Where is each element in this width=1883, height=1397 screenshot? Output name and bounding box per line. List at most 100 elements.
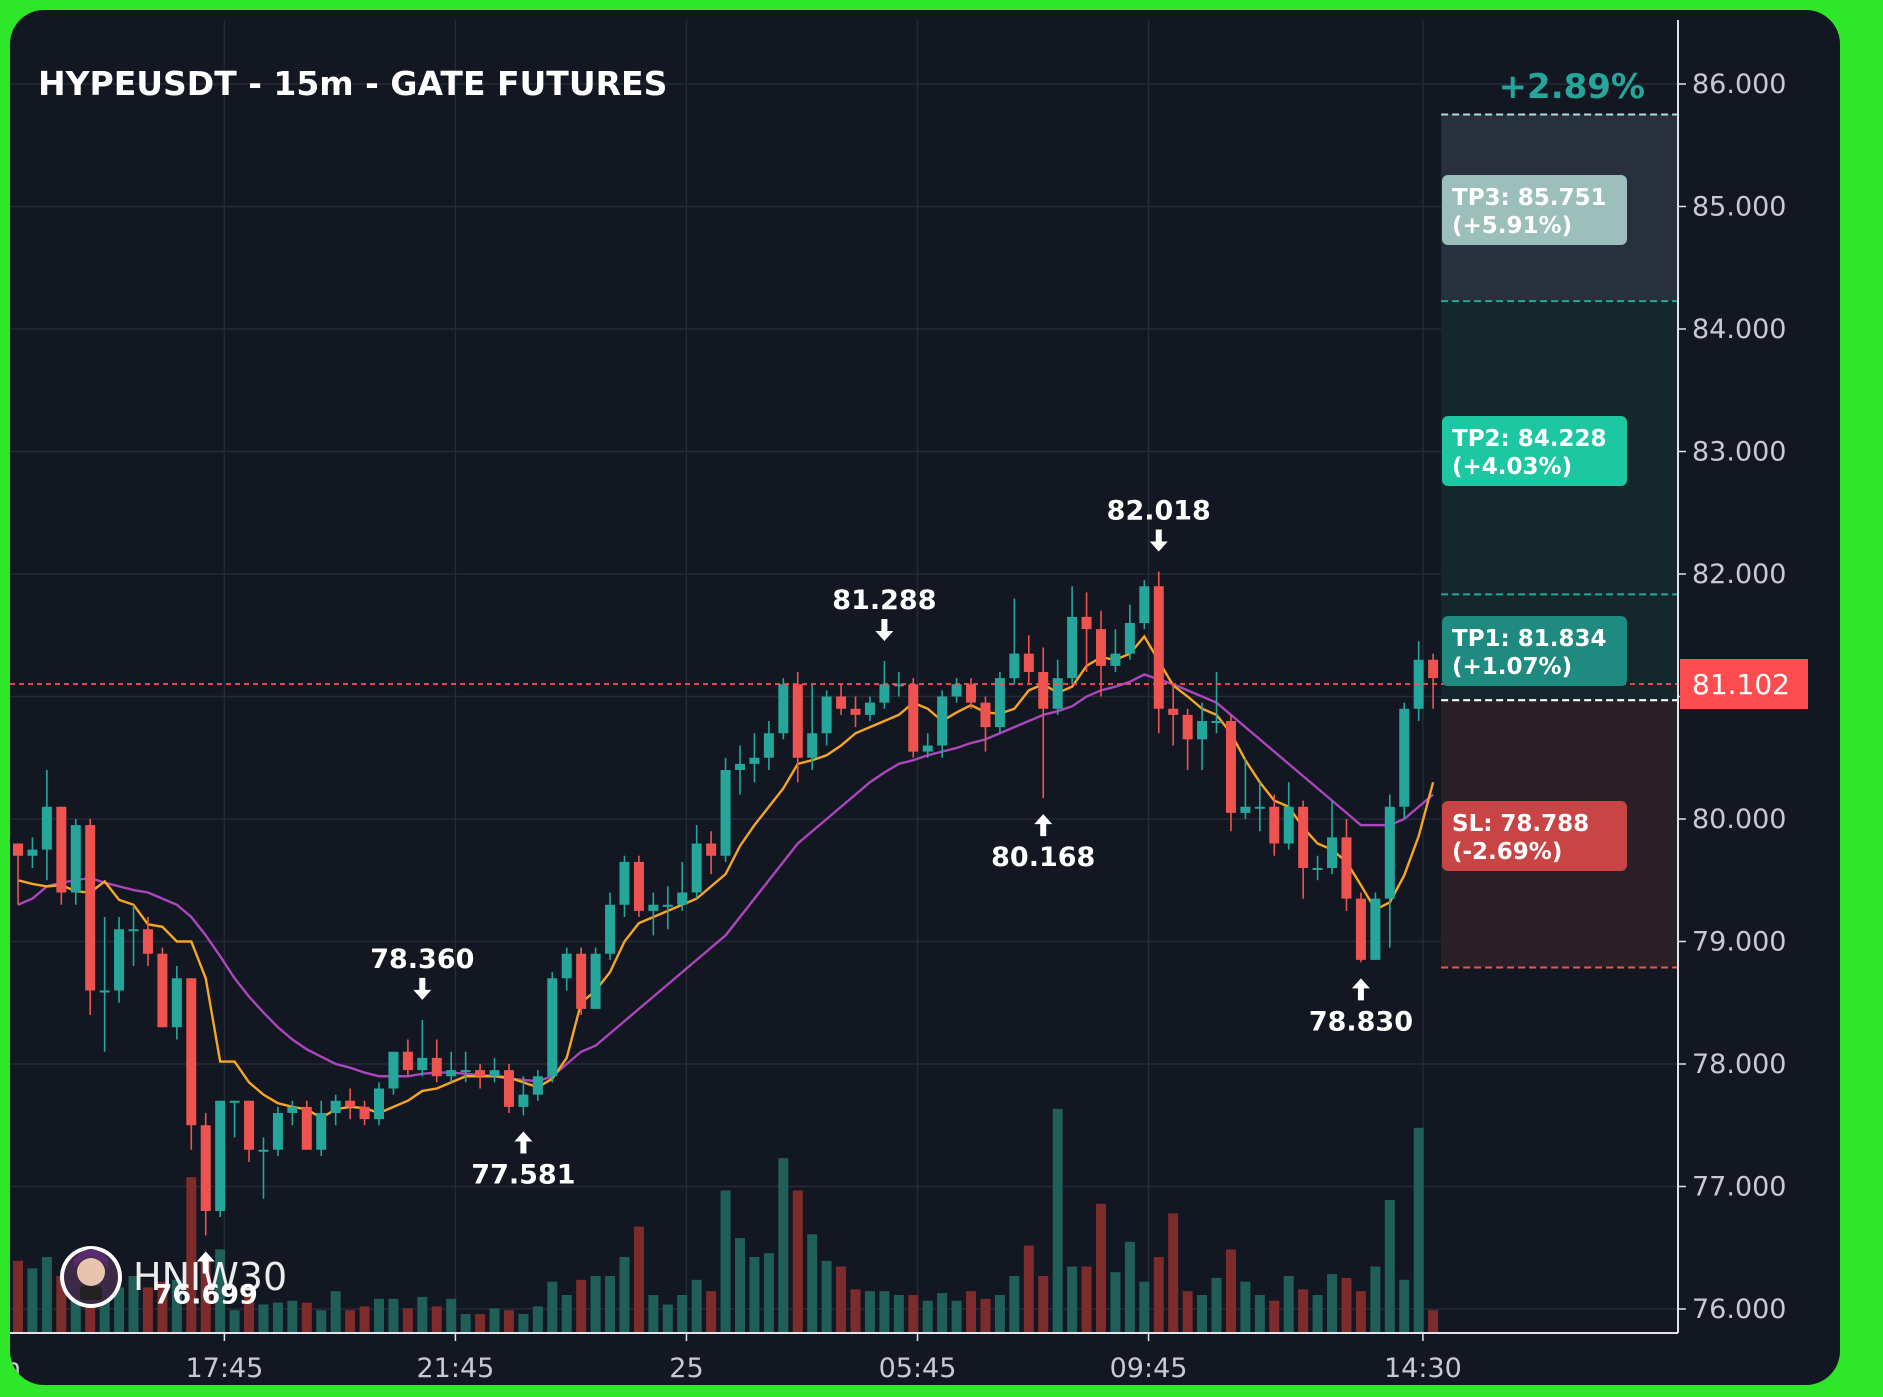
candle	[1038, 647, 1049, 799]
candle-body	[1298, 806, 1309, 868]
candle	[258, 1137, 269, 1199]
candle	[547, 972, 558, 1083]
volume-bar	[460, 1314, 471, 1333]
candle	[1399, 702, 1410, 819]
candle	[763, 721, 774, 770]
candle	[778, 678, 789, 740]
tp3-text: TP3: 85.751	[1452, 185, 1607, 211]
pivot-labels: 76.699 78.360 77.581 81.288 80.168 82.018 78.8…	[154, 496, 1413, 1311]
candle-body	[359, 1106, 370, 1120]
volume-bar	[1139, 1281, 1150, 1333]
watermark: HNIW30	[60, 1246, 287, 1308]
volume-bar	[99, 1283, 110, 1333]
candle-body	[749, 757, 760, 764]
volume-bar	[388, 1298, 399, 1333]
x-tick-label-partial: n	[10, 1353, 21, 1384]
candle-body	[1370, 898, 1381, 960]
volume-bar	[576, 1279, 587, 1333]
candle-body	[691, 843, 702, 893]
candle	[244, 1100, 255, 1162]
volume-bar	[532, 1306, 543, 1333]
tp2-text: TP2: 84.228	[1452, 426, 1607, 452]
candle-body	[937, 696, 948, 746]
volume-bar	[142, 1287, 153, 1333]
candle	[1023, 635, 1034, 685]
candle	[1298, 800, 1309, 899]
candle	[994, 672, 1005, 734]
pivot-78.830: 78.830	[1309, 978, 1413, 1037]
volume-bar	[417, 1296, 428, 1333]
candle	[1110, 629, 1121, 672]
candle	[287, 1100, 298, 1126]
candle	[1081, 592, 1092, 672]
candle	[1341, 819, 1352, 911]
volume-bar	[200, 1257, 211, 1333]
candle	[576, 947, 587, 1015]
volume-bar	[1096, 1203, 1106, 1333]
candle	[1355, 892, 1366, 963]
candle-body	[1168, 708, 1179, 715]
volume-bar	[258, 1304, 269, 1333]
volume-bar	[1428, 1310, 1439, 1333]
avatar-icon	[60, 1246, 122, 1308]
candle	[503, 1064, 514, 1113]
volume-bar	[792, 1190, 803, 1333]
tp2-label: TP2: 84.228(+4.03%)	[1442, 416, 1627, 486]
candle-body	[778, 684, 789, 734]
pivot-82.018: 82.018	[1107, 496, 1211, 552]
volume-bar	[1038, 1276, 1049, 1333]
sl-text: SL: 78.788	[1452, 811, 1589, 837]
volume-bar	[1327, 1274, 1338, 1333]
candle	[56, 806, 67, 905]
tp2-box	[1442, 416, 1627, 486]
candle	[706, 831, 717, 875]
volume-bar	[1197, 1295, 1208, 1333]
candle	[215, 1100, 226, 1218]
candle-body	[1038, 672, 1049, 709]
candle	[475, 1064, 486, 1089]
pivot-77.581: 77.581	[471, 1131, 576, 1190]
arrow-down-icon	[875, 618, 894, 641]
candle-body	[171, 978, 182, 1028]
candle-body	[518, 1094, 529, 1107]
arrow-up-icon	[1034, 814, 1053, 837]
candle-body	[1182, 714, 1193, 740]
candle	[1168, 684, 1179, 746]
volume-bar	[850, 1289, 861, 1333]
tp3-box	[1442, 175, 1627, 245]
volume-bar	[186, 1177, 197, 1333]
chart-canvas[interactable]: 76.699 78.360 77.581 81.288 80.168 82.018 78.8…	[10, 10, 1840, 1385]
volume-bar	[893, 1295, 904, 1333]
candle-body	[475, 1070, 486, 1077]
candle	[691, 825, 702, 899]
candle-body	[677, 892, 688, 905]
sl-label: SL: 78.788(-2.69%)	[1442, 801, 1627, 871]
candle-body	[258, 1149, 269, 1152]
candle	[1370, 892, 1381, 960]
volume-bar	[215, 1249, 226, 1333]
candle	[792, 672, 803, 783]
volume-bar	[1067, 1266, 1078, 1333]
volume-bar	[1153, 1257, 1164, 1333]
candle-body	[633, 861, 644, 911]
candle	[1269, 794, 1280, 856]
candle	[1225, 714, 1236, 832]
volume-bar	[301, 1302, 312, 1333]
tp3-label: TP3: 85.751(+5.91%)	[1442, 175, 1627, 245]
candle-body	[489, 1070, 500, 1077]
candle	[1384, 794, 1395, 948]
volume-bar	[677, 1295, 688, 1333]
volume-bar	[157, 1281, 168, 1333]
candle-body	[1110, 653, 1121, 666]
candle-body	[980, 702, 991, 728]
y-tick-label: 78.000	[1692, 1049, 1786, 1080]
candle-body	[13, 843, 23, 856]
candle	[99, 917, 110, 1052]
volume-bar	[619, 1257, 630, 1333]
candle	[41, 770, 52, 881]
candle	[460, 1051, 471, 1083]
candle-body	[532, 1076, 543, 1095]
candle-body	[605, 904, 616, 954]
candle	[1197, 702, 1208, 770]
volume-bar	[605, 1276, 616, 1333]
